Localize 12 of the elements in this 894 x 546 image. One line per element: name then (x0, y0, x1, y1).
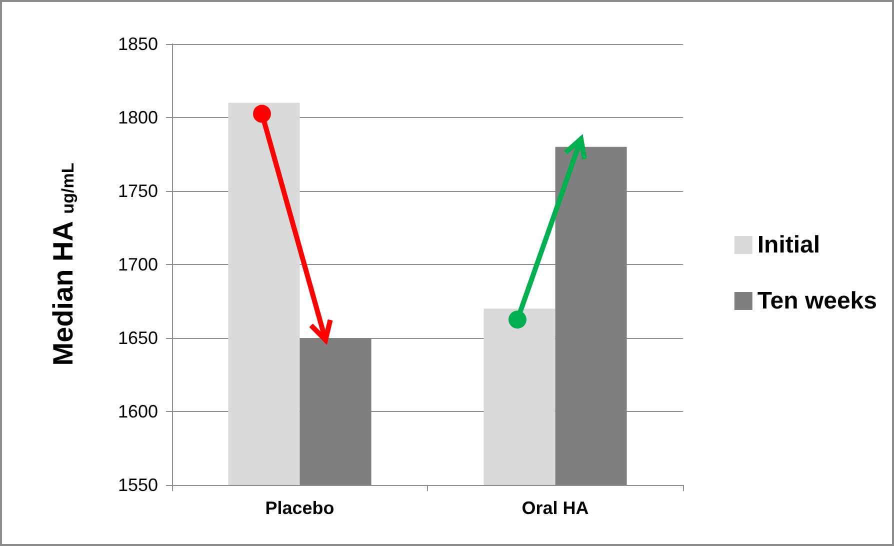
y-tick-label: 1750 (118, 181, 158, 201)
y-tick-label: 1550 (118, 475, 158, 495)
x-tick-label: Oral HA (522, 498, 589, 518)
legend-label: Initial (757, 232, 820, 258)
x-tick-label: Placebo (265, 498, 334, 518)
y-axis-title: Median HA ug/mL (48, 162, 78, 366)
y-tick-label: 1650 (118, 328, 158, 348)
y-tick-label: 1800 (118, 108, 158, 128)
y-tick-label: 1850 (118, 34, 158, 54)
y-tick-label: 1600 (118, 402, 158, 422)
legend-label: Ten weeks (757, 288, 878, 314)
y-tick-label: 1700 (118, 254, 158, 274)
